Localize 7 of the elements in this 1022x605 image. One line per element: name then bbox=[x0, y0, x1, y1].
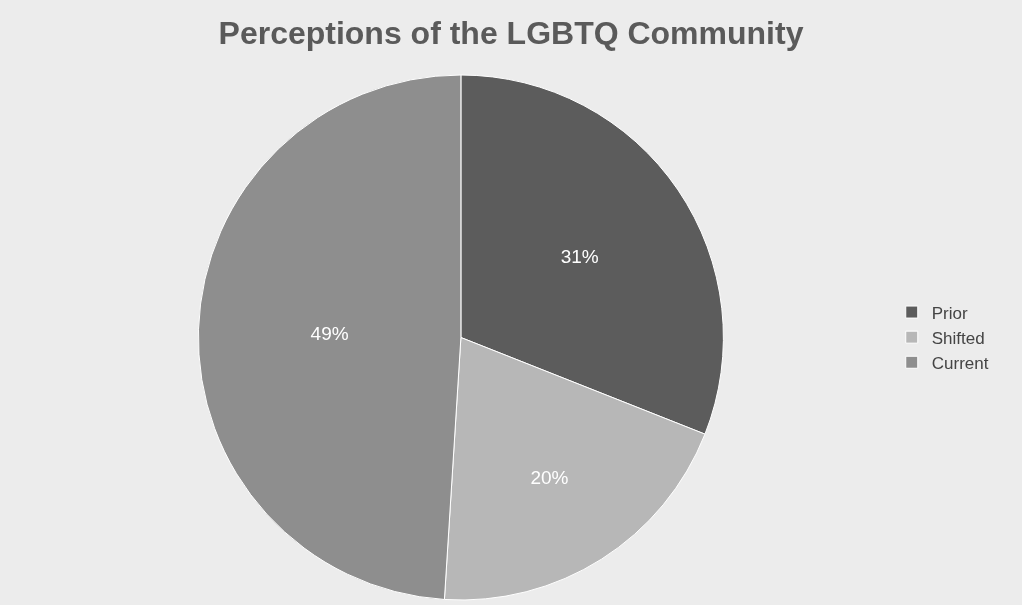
data-label: 31% bbox=[560, 246, 599, 268]
legend-label: Shifted bbox=[931, 328, 985, 348]
chart-title: Perceptions of the LGBTQ Community bbox=[218, 14, 804, 51]
legend-label: Current bbox=[931, 353, 989, 373]
data-label: 20% bbox=[530, 466, 569, 488]
legend-label: Prior bbox=[931, 303, 968, 323]
data-label: 49% bbox=[310, 322, 349, 344]
